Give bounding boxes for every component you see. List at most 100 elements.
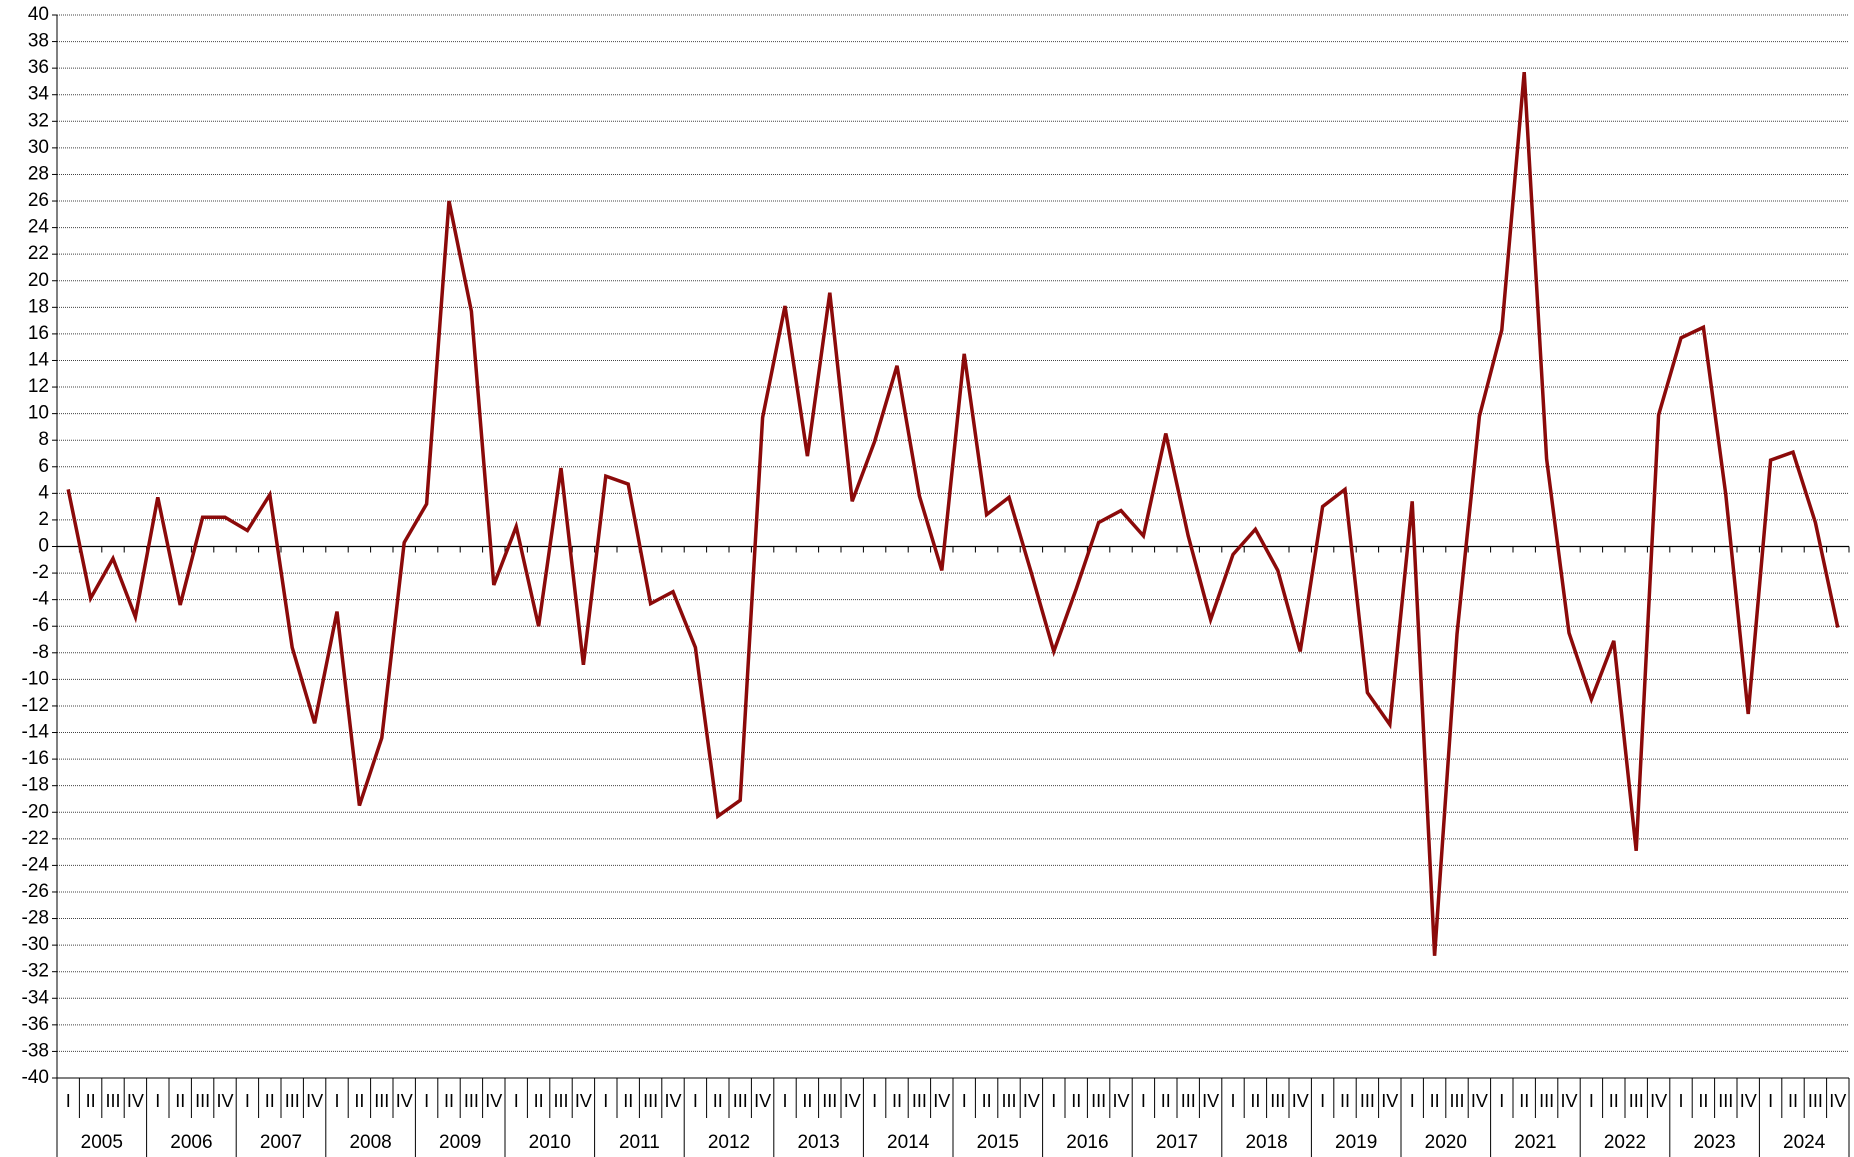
year-label: 2021 <box>1514 1132 1556 1153</box>
x-tick-label: II <box>982 1091 992 1111</box>
year-label: 2024 <box>1783 1132 1826 1153</box>
x-tick-label: III <box>1360 1091 1375 1111</box>
year-label: 2011 <box>619 1132 660 1153</box>
y-tick-label: 30 <box>28 137 49 158</box>
y-tick-label: -20 <box>22 801 49 822</box>
y-tick-label: 32 <box>28 110 49 131</box>
x-tick-label: II <box>1430 1091 1440 1111</box>
x-tick-label: I <box>962 1091 967 1111</box>
y-tick-label: -12 <box>22 695 49 716</box>
x-tick-label: I <box>872 1091 877 1111</box>
x-tick-label: III <box>643 1091 658 1111</box>
x-tick-label: I <box>603 1091 608 1111</box>
year-label: 2015 <box>977 1132 1019 1153</box>
year-label: 2005 <box>81 1132 123 1153</box>
y-tick-label: 0 <box>38 536 49 557</box>
x-tick-label: IV <box>664 1091 681 1111</box>
y-tick-label: -4 <box>32 589 49 610</box>
x-tick-label: III <box>1001 1091 1016 1111</box>
x-tick-label: IV <box>1202 1091 1219 1111</box>
y-tick-label: -2 <box>32 562 49 583</box>
year-label: 2020 <box>1425 1132 1467 1153</box>
x-tick-label: IV <box>844 1091 861 1111</box>
y-tick-label: -32 <box>22 961 49 982</box>
x-tick-label: II <box>1161 1091 1171 1111</box>
y-tick-label: 20 <box>28 270 49 291</box>
y-tick-label: -30 <box>22 934 49 955</box>
y-tick-label: 12 <box>28 376 49 397</box>
y-tick-label: 14 <box>28 349 50 370</box>
y-tick-label: 26 <box>28 190 49 211</box>
x-tick-label: I <box>1230 1091 1235 1111</box>
x-tick-label: IV <box>1471 1091 1488 1111</box>
y-tick-label: -36 <box>22 1014 49 1035</box>
x-tick-label: IV <box>754 1091 771 1111</box>
x-tick-label: IV <box>1381 1091 1398 1111</box>
x-tick-label: II <box>1698 1091 1708 1111</box>
x-tick-label: III <box>464 1091 479 1111</box>
x-tick-label: II <box>534 1091 544 1111</box>
y-tick-label: 38 <box>28 31 49 52</box>
year-label: 2022 <box>1604 1132 1646 1153</box>
year-label: 2010 <box>529 1132 571 1153</box>
x-tick-label: I <box>245 1091 250 1111</box>
x-tick-label: III <box>1181 1091 1196 1111</box>
x-tick-label: II <box>1609 1091 1619 1111</box>
x-tick-label: IV <box>1829 1091 1846 1111</box>
x-tick-label: III <box>1718 1091 1733 1111</box>
year-label: 2012 <box>708 1132 750 1153</box>
x-tick-label: I <box>1320 1091 1325 1111</box>
x-tick-label: III <box>374 1091 389 1111</box>
x-tick-label: I <box>334 1091 339 1111</box>
y-tick-label: -6 <box>32 615 49 636</box>
y-tick-label: 40 <box>28 4 49 25</box>
x-tick-label: I <box>1499 1091 1504 1111</box>
data-line <box>66 71 1840 956</box>
x-tick-label: II <box>802 1091 812 1111</box>
x-tick-label: IV <box>485 1091 502 1111</box>
x-tick-label: II <box>265 1091 275 1111</box>
x-tick-label: IV <box>575 1091 592 1111</box>
x-tick-label: III <box>1808 1091 1823 1111</box>
x-tick-label: IV <box>1023 1091 1040 1111</box>
y-tick-label: 36 <box>28 57 49 78</box>
y-tick-label: -18 <box>22 775 49 796</box>
year-label: 2016 <box>1066 1132 1108 1153</box>
y-tick-label: 10 <box>28 403 49 424</box>
x-tick-label: II <box>354 1091 364 1111</box>
x-tick-label: IV <box>1650 1091 1667 1111</box>
y-tick-label: 28 <box>28 163 49 184</box>
x-tick-label: I <box>1768 1091 1773 1111</box>
x-tick-label: I <box>782 1091 787 1111</box>
x-tick-label: II <box>713 1091 723 1111</box>
x-tick-label: IV <box>1112 1091 1129 1111</box>
x-tick-label: II <box>1250 1091 1260 1111</box>
y-tick-label: -24 <box>22 854 50 875</box>
x-tick-label: II <box>1071 1091 1081 1111</box>
x-tick-label: III <box>285 1091 300 1111</box>
y-tick-label: -8 <box>32 642 49 663</box>
x-tick-label: II <box>623 1091 633 1111</box>
x-tick-label: III <box>1091 1091 1106 1111</box>
y-tick-label: 34 <box>28 84 50 105</box>
x-tick-label: I <box>155 1091 160 1111</box>
y-tick-label: -28 <box>22 908 49 929</box>
y-tick-label: 24 <box>28 217 50 238</box>
x-tick-label: III <box>1270 1091 1285 1111</box>
y-tick-label: 4 <box>38 482 49 503</box>
x-tick-label: II <box>86 1091 96 1111</box>
x-tick-label: I <box>1678 1091 1683 1111</box>
year-label: 2014 <box>887 1132 930 1153</box>
x-tick-label: II <box>1788 1091 1798 1111</box>
year-label: 2013 <box>797 1132 839 1153</box>
y-tick-label: -16 <box>22 748 49 769</box>
x-tick-label: IV <box>216 1091 233 1111</box>
x-tick-label: IV <box>396 1091 413 1111</box>
year-label: 2007 <box>260 1132 302 1153</box>
x-tick-label: II <box>1519 1091 1529 1111</box>
x-tick-label: II <box>892 1091 902 1111</box>
x-tick-label: I <box>66 1091 71 1111</box>
x-tick-label: IV <box>127 1091 144 1111</box>
